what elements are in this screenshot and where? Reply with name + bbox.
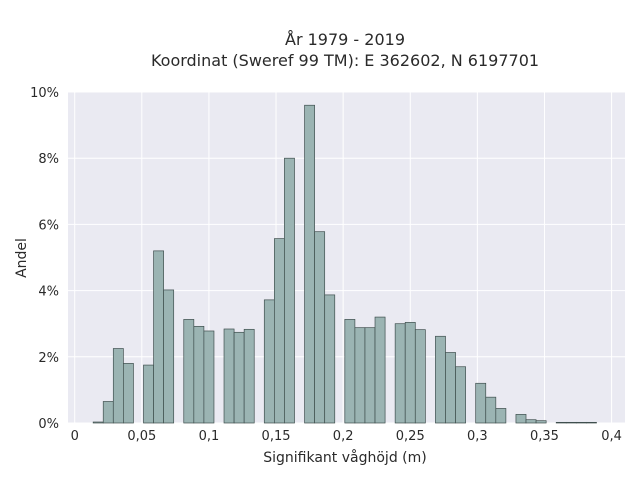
histogram-bar: [243, 328, 255, 424]
chart-title-line-2: Koordinat (Sweref 99 TM): E 362602, N 61…: [151, 51, 539, 70]
y-tick-label: 6%: [38, 218, 59, 233]
histogram-bar: [475, 382, 487, 424]
x-tick-label: 0,25: [396, 429, 425, 444]
histogram-bar: [223, 328, 235, 424]
y-tick-label: 8%: [38, 152, 59, 167]
histogram-bar: [575, 421, 587, 424]
histogram-bar: [374, 316, 386, 424]
histogram-bar: [445, 352, 456, 424]
x-tick-label: 0: [71, 429, 79, 444]
histogram-bar: [112, 348, 124, 424]
x-tick-label: 0,15: [262, 429, 291, 444]
y-axis-ticks: 0% 2% 4% 6% 8% 10%: [30, 86, 59, 432]
histogram-bar: [143, 364, 154, 424]
bars: [92, 104, 597, 424]
histogram-bar: [183, 319, 195, 424]
y-tick-label: 4%: [38, 285, 59, 300]
histogram-bar: [555, 421, 567, 424]
histogram-bar: [394, 323, 406, 424]
x-tick-label: 0,35: [530, 429, 559, 444]
y-tick-label: 2%: [38, 351, 59, 366]
histogram-bar: [515, 414, 527, 424]
histogram-bar: [485, 396, 497, 424]
x-tick-label: 0,05: [127, 429, 156, 444]
x-tick-label: 0,2: [333, 429, 354, 444]
histogram-bar: [525, 419, 537, 424]
histogram-bar: [324, 294, 336, 424]
histogram-bar: [263, 299, 275, 424]
histogram-bar: [414, 329, 426, 424]
x-axis-ticks: 0 0,05 0,1 0,15 0,2 0,25 0,3 0,35 0,4: [71, 429, 622, 444]
histogram-bar: [193, 325, 205, 424]
histogram-bar: [92, 421, 104, 424]
histogram-bar: [435, 335, 446, 424]
histogram-bar: [203, 330, 215, 424]
histogram-bar: [455, 366, 466, 424]
histogram-bar: [153, 250, 164, 424]
histogram-bar: [304, 104, 315, 424]
y-tick-label: 10%: [30, 86, 59, 101]
x-axis-label: Signifikant våghöjd (m): [263, 449, 426, 466]
histogram-bar: [586, 421, 597, 424]
x-tick-label: 0,1: [199, 429, 220, 444]
histogram-bar: [102, 401, 114, 424]
x-tick-label: 0,4: [601, 429, 622, 444]
histogram-bar: [565, 421, 577, 424]
histogram-bar: [535, 420, 547, 424]
histogram-bar: [163, 289, 175, 424]
histogram-bar: [404, 322, 416, 424]
histogram-bar: [233, 331, 245, 424]
histogram-bar: [344, 319, 356, 424]
y-tick-label: 0%: [38, 417, 59, 432]
histogram-bar: [354, 327, 366, 424]
y-axis-label: Andel: [14, 238, 30, 278]
histogram-bar: [284, 157, 295, 424]
histogram-bar: [274, 238, 285, 424]
x-tick-label: 0,3: [467, 429, 488, 444]
chart-title-line-1: År 1979 - 2019: [285, 30, 405, 49]
histogram-bar: [364, 327, 376, 424]
histogram-bar: [314, 231, 326, 424]
histogram-bar: [495, 408, 507, 424]
histogram-bar: [123, 363, 134, 424]
